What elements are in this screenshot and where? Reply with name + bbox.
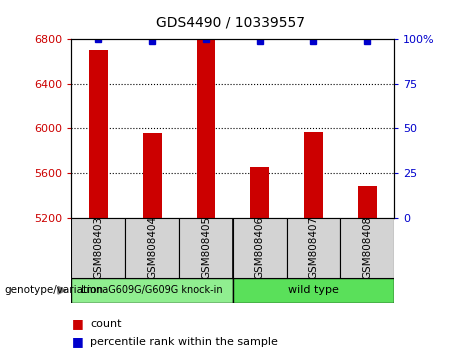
Text: GSM808404: GSM808404: [147, 216, 157, 279]
Bar: [233, 218, 287, 278]
Bar: [71, 218, 125, 278]
Bar: [89, 50, 108, 218]
Bar: [196, 39, 215, 218]
Text: GSM808407: GSM808407: [308, 216, 319, 279]
Text: GSM808408: GSM808408: [362, 216, 372, 279]
Bar: [304, 132, 323, 218]
Bar: [250, 167, 269, 218]
Bar: [233, 278, 394, 303]
Text: ■: ■: [71, 318, 83, 330]
Bar: [287, 218, 340, 278]
Text: GSM808405: GSM808405: [201, 216, 211, 279]
Text: LmnaG609G/G609G knock-in: LmnaG609G/G609G knock-in: [81, 285, 223, 295]
Bar: [125, 218, 179, 278]
Bar: [143, 133, 161, 218]
Text: count: count: [90, 319, 121, 329]
Text: GSM808406: GSM808406: [254, 216, 265, 279]
Text: GDS4490 / 10339557: GDS4490 / 10339557: [156, 16, 305, 30]
Text: wild type: wild type: [288, 285, 339, 295]
Text: percentile rank within the sample: percentile rank within the sample: [90, 337, 278, 347]
Text: ■: ■: [71, 335, 83, 348]
Bar: [179, 218, 233, 278]
Text: GSM808403: GSM808403: [93, 216, 103, 279]
Bar: [340, 218, 394, 278]
Text: genotype/variation: genotype/variation: [5, 285, 104, 295]
Bar: [358, 187, 377, 218]
Bar: [71, 278, 233, 303]
